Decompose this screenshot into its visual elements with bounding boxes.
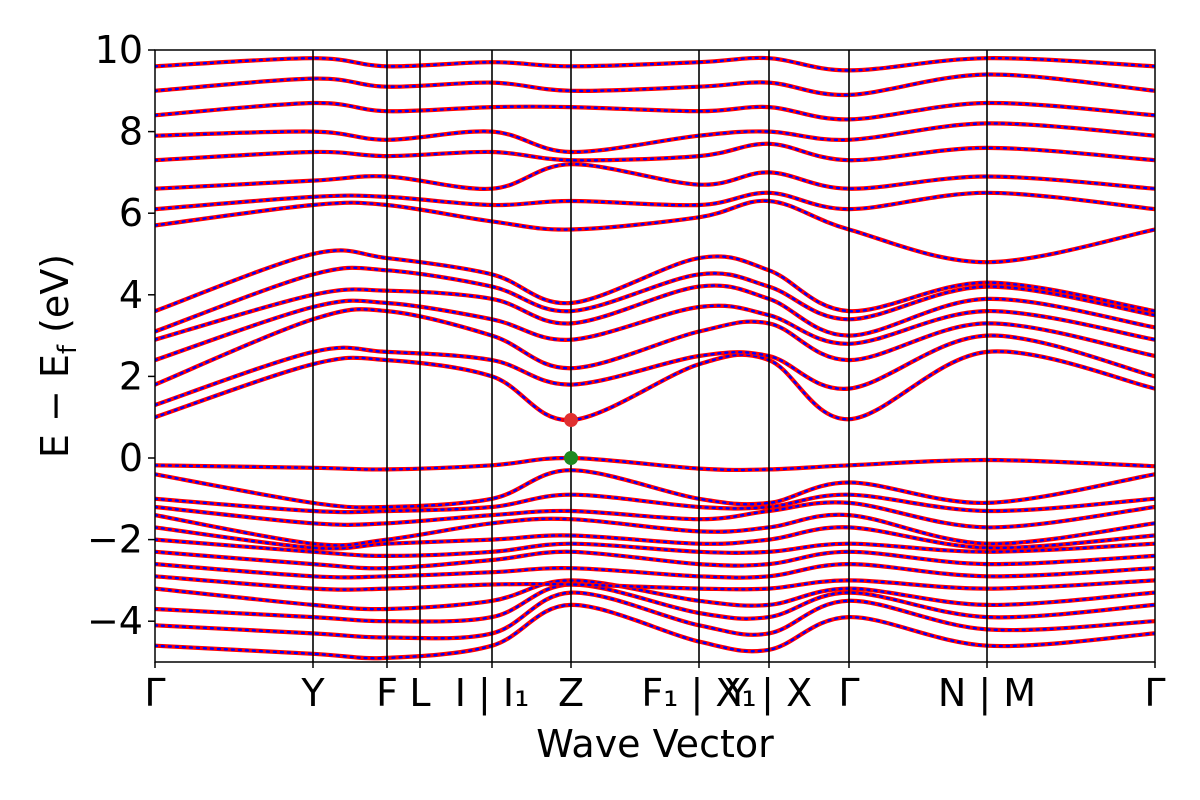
y-tick-label-4: 2 xyxy=(119,354,143,398)
band-line-blue-25 xyxy=(155,122,1155,154)
band-line-blue-28 xyxy=(155,56,1155,72)
x-tick-label-8: Γ xyxy=(838,671,859,715)
band-line-red-6 xyxy=(155,549,1155,571)
band-line-blue-23 xyxy=(155,162,1155,191)
band-line-blue-12 xyxy=(155,468,1155,509)
band-line-blue-21 xyxy=(155,199,1155,264)
x-tick-label-1: Y xyxy=(300,671,325,715)
band-line-blue-17 xyxy=(155,299,1155,362)
band-line-red-28 xyxy=(155,55,1155,73)
kpoint-lines xyxy=(312,50,988,662)
band-line-blue-18 xyxy=(155,284,1155,341)
x-tick-label-0: Γ xyxy=(144,671,165,715)
y-tick-label-0: 10 xyxy=(95,28,143,72)
band-line-blue-2 xyxy=(155,583,1155,623)
band-line-blue-9 xyxy=(155,513,1155,547)
band-line-blue-1 xyxy=(155,591,1155,640)
x-tick-label-5: Z xyxy=(558,671,584,715)
band-line-blue-19 xyxy=(155,266,1155,333)
band-line-blue-10 xyxy=(155,501,1155,529)
band-line-red-21 xyxy=(155,198,1155,265)
bands-layer xyxy=(155,55,1155,661)
x-tick-label-10: Γ xyxy=(1144,671,1165,715)
band-line-red-10 xyxy=(155,500,1155,530)
extrema-markers xyxy=(564,413,578,465)
x-tick-label-4: I | I₁ xyxy=(455,671,530,716)
band-line-blue-8 xyxy=(155,526,1155,550)
band-line-red-26 xyxy=(155,100,1155,122)
band-line-blue-0 xyxy=(155,603,1155,660)
y-tick-label-3: 4 xyxy=(119,273,143,317)
y-tick-label-5: 0 xyxy=(119,436,143,480)
y-axis-title-main: E − E xyxy=(33,354,77,458)
band-line-blue-15 xyxy=(155,334,1155,407)
y-tick-label-7: −4 xyxy=(87,599,143,643)
band-line-red-3 xyxy=(155,578,1155,612)
band-line-blue-7 xyxy=(155,538,1155,558)
band-line-blue-13 xyxy=(155,456,1155,472)
y-tick-label-6: −2 xyxy=(87,518,143,562)
band-line-blue-24 xyxy=(155,142,1155,162)
y-axis-title-unit: (eV) xyxy=(33,254,77,345)
y-axis-title-sub: f xyxy=(53,344,83,354)
x-tick-label-6: F₁ | X₁ xyxy=(641,671,756,716)
band-line-red-27 xyxy=(155,72,1155,98)
x-tick-label-2: F xyxy=(376,671,398,715)
band-line-blue-5 xyxy=(155,562,1155,579)
x-tick-label-9: N | M xyxy=(938,671,1036,716)
band-line-blue-4 xyxy=(155,575,1155,591)
band-line-red-5 xyxy=(155,562,1155,580)
vbm-marker xyxy=(564,451,578,465)
band-line-blue-14 xyxy=(155,350,1155,422)
band-line-blue-22 xyxy=(155,191,1155,211)
band-line-red-16 xyxy=(155,307,1155,387)
x-tick-label-3: L xyxy=(409,671,430,715)
x-tick-label-7: Y | X xyxy=(725,671,812,716)
y-tick-label-2: 6 xyxy=(119,191,143,235)
cbm-marker xyxy=(564,413,578,428)
band-line-blue-3 xyxy=(155,579,1155,611)
plot-frame xyxy=(154,49,1156,663)
y-axis-ticks: 10 8 6 4 2 0 −2 −4 xyxy=(87,28,155,643)
y-axis-title: E − Ef (eV) xyxy=(33,254,83,458)
band-line-blue-16 xyxy=(155,308,1155,386)
x-axis-title: Wave Vector xyxy=(536,722,774,766)
band-line-blue-6 xyxy=(155,550,1155,570)
band-line-blue-26 xyxy=(155,101,1155,121)
band-line-blue-11 xyxy=(155,493,1155,514)
band-line-red-14 xyxy=(155,349,1155,423)
y-tick-label-1: 8 xyxy=(119,110,143,154)
band-line-blue-20 xyxy=(155,249,1155,313)
band-line-blue-27 xyxy=(155,73,1155,97)
